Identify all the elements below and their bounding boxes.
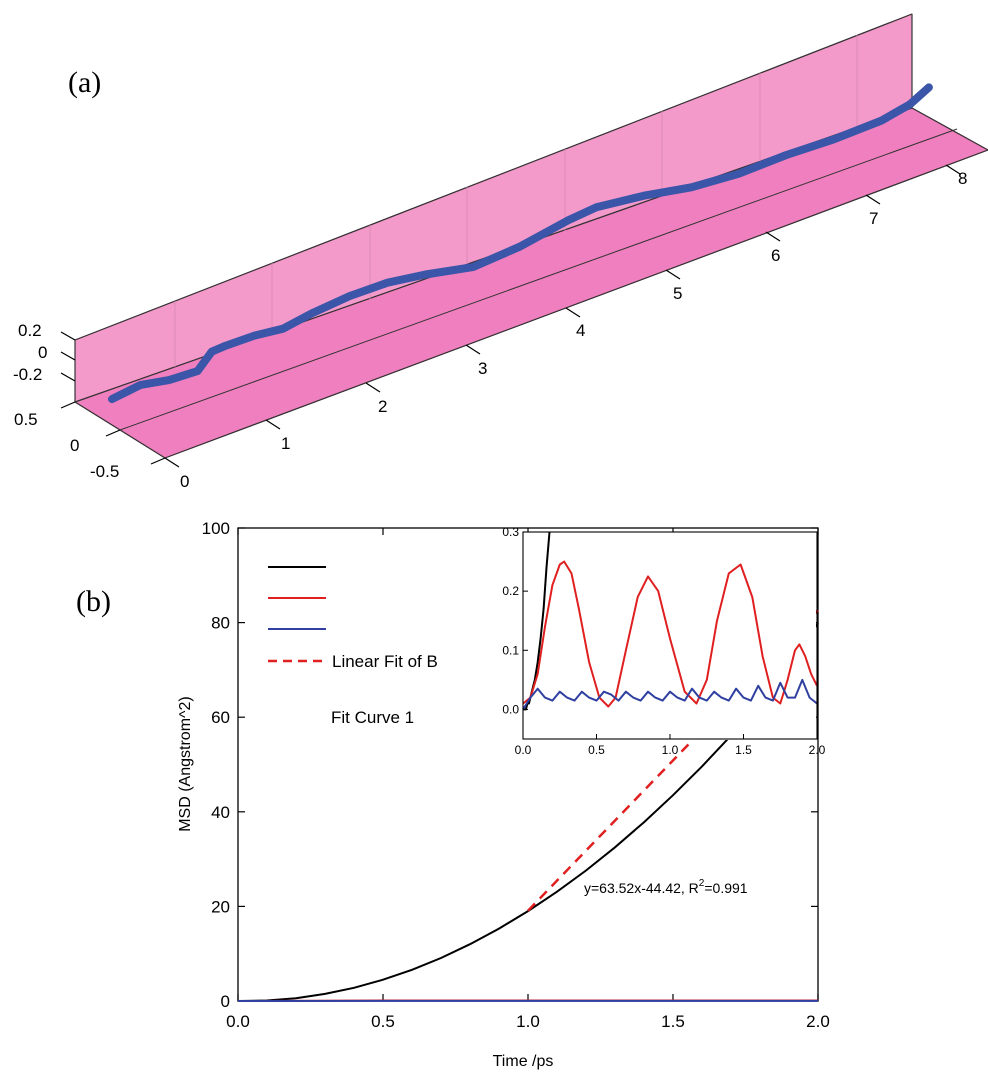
x-tick-label: 0.5	[371, 1012, 395, 1031]
inset-x-tick-label: 1.5	[735, 743, 752, 757]
x-tick-label: 1.5	[661, 1012, 685, 1031]
z-tick-label: 0	[38, 343, 47, 362]
x-axis-ticks: 0.0 0.5 1.0 1.5 2.0	[226, 528, 830, 1031]
inset-y-tick-label: 0.3	[502, 525, 519, 539]
y-tick-label: 0.5	[14, 410, 38, 429]
x-tick-label: 8	[958, 169, 967, 188]
y-tick-label: -0.5	[90, 462, 119, 481]
x-tick-label: 4	[576, 321, 585, 340]
x-tick-label: 0	[180, 472, 189, 491]
y-tick-label: 20	[211, 897, 230, 916]
panel-b-msd-plot: (b) 0 20 40 60 80 100 0.0 0.5 1.0 1.5 2.0 Time /p…	[76, 519, 830, 1070]
inset-y-tick-label: 0.2	[502, 584, 519, 598]
inset-y-axis-ticks: 0.0 0.1 0.2 0.3	[502, 525, 528, 716]
y-tick-label: 80	[211, 614, 230, 633]
inset-y-tick-label: 0.1	[502, 643, 519, 657]
z-tick-label: -0.2	[13, 365, 42, 384]
inset-x-tick-label: 0.5	[588, 743, 605, 757]
y-tick-label: 40	[211, 803, 230, 822]
x-tick-label: 2.0	[806, 1012, 830, 1031]
y-tick-label: 100	[202, 519, 230, 538]
fit-equation: y=63.52x-44.42, R2=0.991	[584, 878, 748, 896]
panel-b-label: (b)	[76, 585, 111, 618]
x-tick-label: 1.0	[516, 1012, 540, 1031]
y-tick-label: 60	[211, 708, 230, 727]
x-tick-label: 2	[378, 397, 387, 416]
x-tick-label: 3	[478, 359, 487, 378]
x-tick-label: 7	[869, 209, 878, 228]
x-tick-label: 5	[673, 284, 682, 303]
box-gridlines	[119, 35, 958, 431]
y-axis-ticks: 0 20 40 60 80 100	[202, 519, 818, 1011]
series-line-0	[237, 622, 819, 1002]
x-axis-ticks	[164, 164, 961, 468]
x-tick-label: 6	[771, 246, 780, 265]
inset-background	[520, 532, 816, 740]
z-tick-label: 0.2	[18, 321, 42, 340]
panel-a-3d-plot: (a)	[13, 13, 988, 491]
inset-x-axis-ticks: 0.0 0.5 1.0 1.5 2.0	[515, 734, 826, 757]
inset-plot: 0.0 0.1 0.2 0.3 0.0 0.5 1.0 1.5 2.0	[502, 525, 825, 757]
trajectory-curve	[108, 83, 933, 404]
x-axis-title: Time /ps	[493, 1053, 554, 1070]
inset-series-line-2	[522, 678, 818, 710]
z-axis-tick-labels: 0.2 0 -0.2	[13, 321, 47, 384]
x-tick-label: 0.0	[226, 1012, 250, 1031]
y-tick-label: 0	[70, 436, 79, 455]
x-tick-label: 1	[281, 434, 290, 453]
box-bottom-face	[73, 107, 988, 459]
z-axis-ticks	[60, 331, 76, 382]
y-axis-tick-labels: 0.5 0 -0.5	[14, 410, 119, 481]
x-axis-tick-labels: 0 1 2 3 4 5 6 7 8	[180, 169, 967, 491]
inset-x-tick-label: 2.0	[809, 743, 826, 757]
y-axis-title: MSD (Angstrom^2)	[177, 696, 194, 832]
panel-a-label: (a)	[68, 66, 101, 99]
y-axis-ticks	[60, 401, 166, 465]
legend-label-fit-curve: Fit Curve 1	[331, 708, 414, 727]
inset-x-tick-label: 1.0	[662, 743, 679, 757]
inset-y-tick-label: 0.0	[502, 702, 519, 716]
legend: Linear Fit of B Fit Curve 1	[268, 566, 438, 727]
legend-label-fit: Linear Fit of B	[332, 652, 438, 671]
y-tick-label: 0	[221, 992, 230, 1011]
inset-x-tick-label: 0.0	[515, 743, 532, 757]
